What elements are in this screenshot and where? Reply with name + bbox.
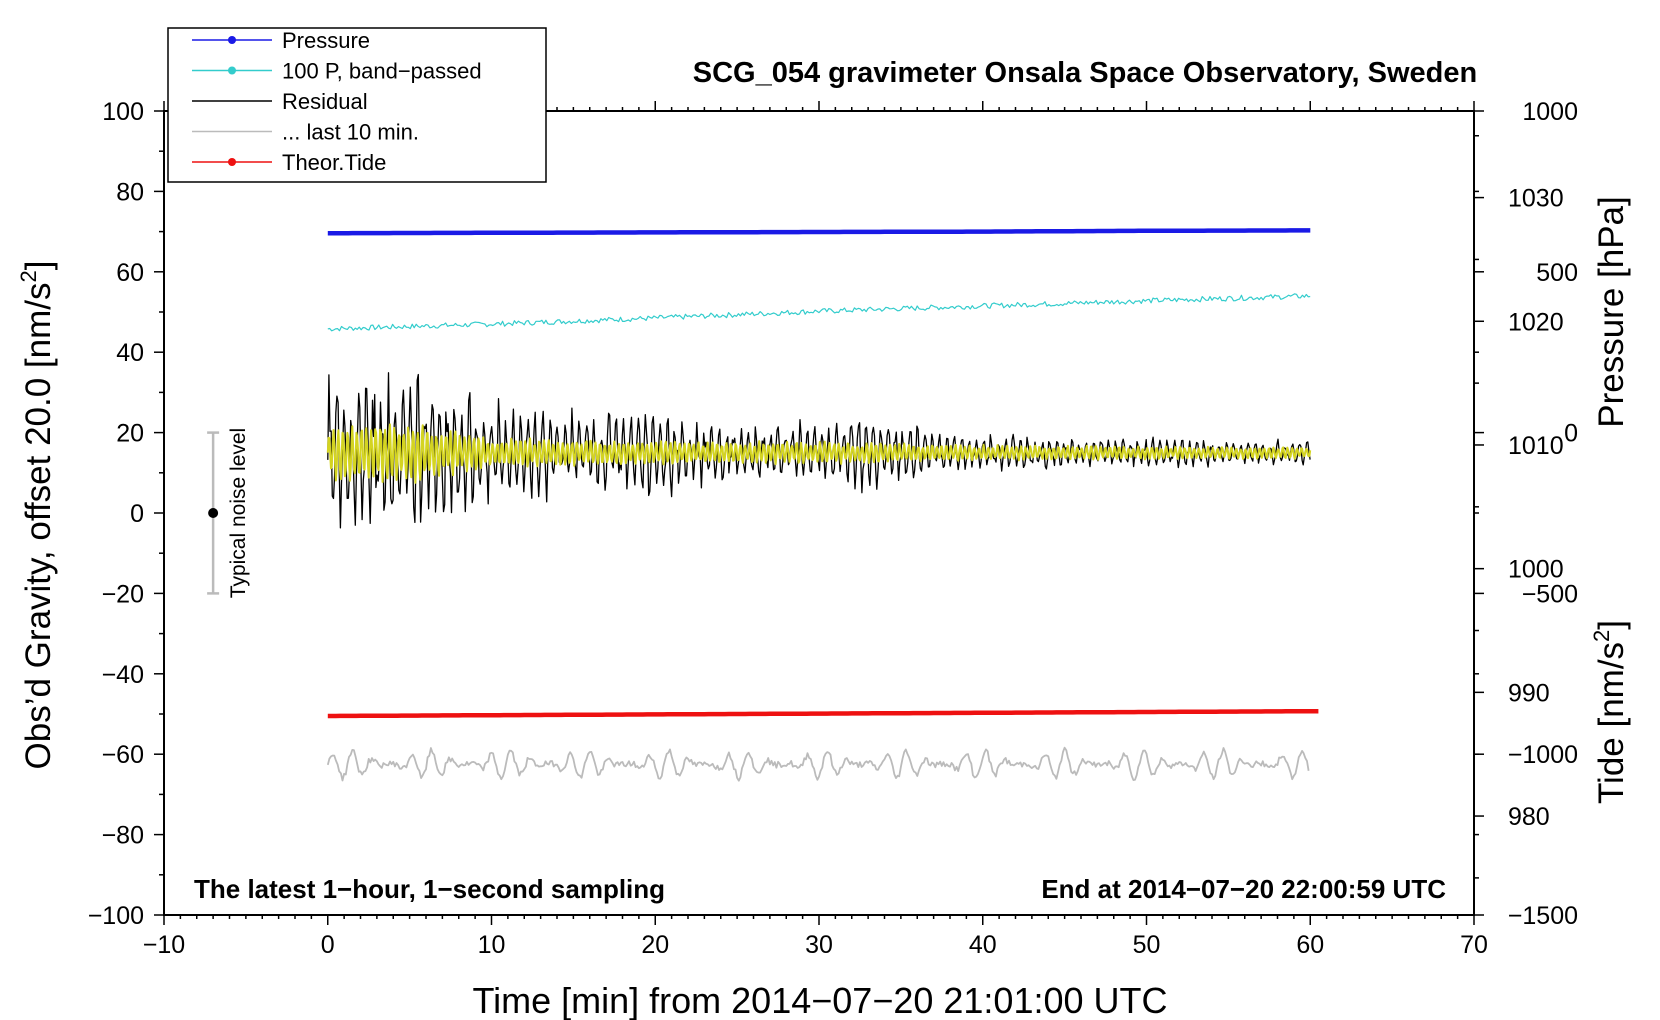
pressure-tick-label: 990 (1508, 679, 1550, 707)
legend: Pressure 100 P, band−passed Residual ... la… (167, 27, 547, 183)
y-tick-label: −80 (102, 822, 144, 850)
noise-level-label: Typical noise level (227, 428, 250, 598)
x-tick-label: 0 (321, 931, 335, 959)
pressure-axis-label: Pressure [hPa] (1592, 196, 1631, 428)
y-tick-label: 0 (130, 500, 144, 528)
x-tick-label: 50 (1133, 931, 1161, 959)
tide-axis-label-main: Tide [nm/s (1592, 642, 1631, 804)
y-tick-label: −20 (102, 580, 144, 608)
legend-label: ... last 10 min. (282, 120, 419, 145)
series-line-100-p-band-passed (327, 293, 1311, 332)
annotation-end-time: End at 2014−07−20 22:00:59 UTC (1041, 874, 1446, 904)
pressure-tick-label: 1030 (1508, 185, 1564, 213)
pressure-tick-label: 1020 (1508, 308, 1564, 336)
y-axis-label-main: Obs’d Gravity, offset 20.0 [nm/s (19, 283, 58, 770)
y-tick-label: 100 (102, 98, 144, 126)
noise-level-indicator: Typical noise level (207, 428, 250, 598)
x-axis-label: Time [min] from 2014−07−20 21:01:00 UTC (472, 980, 1167, 1020)
y-tick-label: −60 (102, 741, 144, 769)
tide-axis-label-sup: 2 (1589, 630, 1614, 642)
y-tick-label: 40 (116, 339, 144, 367)
annotation-sampling: The latest 1−hour, 1−second sampling (194, 874, 665, 904)
pressure-tick-label: 1010 (1508, 432, 1564, 460)
pressure-tick-label: 980 (1508, 803, 1550, 831)
tide-tick-label: 0 (1564, 420, 1578, 448)
y-tick-label: 80 (116, 178, 144, 206)
x-tick-label: 60 (1296, 931, 1324, 959)
series-line-theor-tide (327, 708, 1319, 719)
legend-label: Residual (282, 89, 368, 114)
legend-marker (228, 158, 236, 166)
legend-marker (228, 36, 236, 44)
chart-title: SCG_054 gravimeter Onsala Space Observat… (693, 57, 1477, 89)
legend-box (167, 27, 547, 183)
x-tick-label: 70 (1460, 931, 1488, 959)
legend-marker (228, 66, 236, 75)
y-tick-label: 60 (116, 259, 144, 287)
y-axis-label-end: ] (19, 261, 58, 271)
noise-bar-center-dot (208, 508, 219, 518)
tide-tick-label: 1000 (1522, 98, 1578, 126)
y-tick-label: −100 (88, 902, 144, 930)
x-tick-label: 20 (641, 931, 669, 959)
tide-tick-label: −500 (1522, 580, 1578, 608)
tide-tick-label: 500 (1536, 259, 1578, 287)
y-axis-label-sup: 2 (16, 270, 41, 282)
y-tick-label: 20 (116, 420, 144, 448)
tide-tick-label: −1000 (1508, 741, 1578, 769)
axis-ticks: −10 0 10 20 30 40 50 60 70−100−80−60−40−20020406… (88, 98, 1578, 959)
legend-label: Pressure (282, 28, 370, 53)
tide-axis-label-end: ] (1592, 620, 1631, 630)
x-tick-label: 40 (969, 931, 997, 959)
series-line-residual (327, 372, 1311, 529)
series-line-residual-smoothed (326, 423, 1312, 484)
legend-entries: Pressure 100 P, band−passed Residual ... la… (192, 28, 482, 175)
x-tick-label: 10 (478, 931, 506, 959)
tide-axis-label: Tide [nm/s2] (1589, 620, 1631, 804)
data-series (326, 228, 1319, 782)
tide-tick-label: −1500 (1508, 902, 1578, 930)
pressure-tick-label: 1000 (1508, 556, 1564, 584)
legend-label: 100 P, band−passed (282, 59, 482, 84)
series-line--last-10-min- (326, 746, 1310, 782)
x-tick-label: 30 (805, 931, 833, 959)
y-axis-label: Obs’d Gravity, offset 20.0 [nm/s2] (16, 261, 58, 770)
series-line-pressure (327, 228, 1311, 236)
y-tick-label: −40 (102, 661, 144, 689)
legend-label: Theor.Tide (282, 150, 386, 175)
x-tick-label: −10 (143, 931, 185, 959)
